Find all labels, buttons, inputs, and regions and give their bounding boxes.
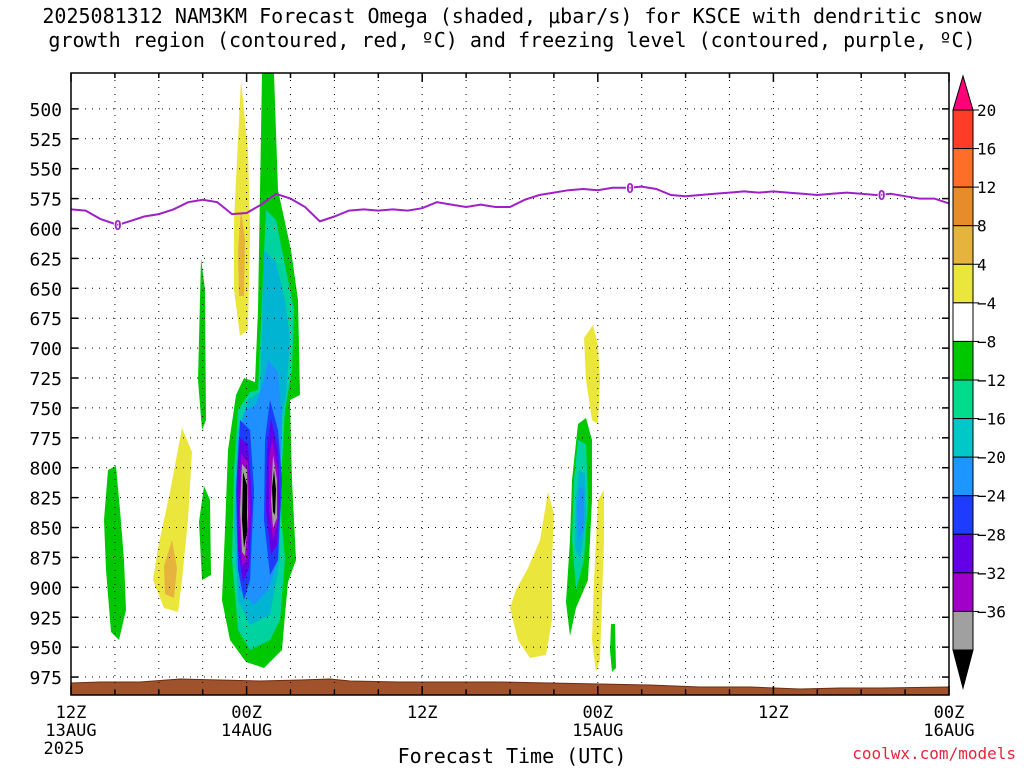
colorbar-label-8: −16: [977, 410, 1006, 429]
colorbar-box-9: [952, 456, 974, 497]
colorbar-label-13: −36: [977, 602, 1006, 621]
colorbar-box-2: [952, 186, 974, 227]
x-axis-title: Forecast Time (UTC): [397, 744, 627, 768]
freezing-label-bg-1: [625, 180, 634, 194]
colorbar-label-11: −28: [977, 525, 1006, 544]
y-tick-label-850: 850: [29, 519, 62, 540]
omega-region-black-19: [242, 472, 247, 548]
omega-region-orange-2: [164, 540, 177, 598]
colorbar-box-0: [952, 109, 974, 150]
y-tick-label-975: 975: [29, 668, 62, 689]
omega-region-yellow-1: [153, 428, 192, 612]
omega-region-green-3: [198, 258, 206, 430]
colorbar-box-8: [952, 418, 974, 458]
colorbar-box-10: [952, 495, 974, 535]
title-line1: 2025081312 NAM3KM Forecast Omega (shaded…: [42, 4, 982, 28]
x-tick-label-5-1: 00Z: [934, 703, 965, 723]
omega-region-green-4: [199, 486, 211, 580]
y-tick-label-575: 575: [29, 190, 62, 211]
colorbar-label-1: 16: [977, 140, 996, 159]
x-tick-label-0-1: 12Z: [56, 703, 87, 723]
y-tick-label-550: 550: [29, 160, 62, 181]
colorbar-box-5: [952, 302, 974, 342]
x-tick-label-3-1: 00Z: [582, 703, 613, 723]
x-tick-label-3-2: 15AUG: [572, 721, 623, 741]
colorbar-label-12: −32: [977, 564, 1006, 583]
plot-grid: [71, 73, 949, 695]
colorbar: 20 16 12 8 4 −4 −8 −12 −16 −20 −24 −28 −32 −36: [952, 74, 1006, 690]
omega-region-yellow-27: [592, 490, 604, 672]
colorbar-label-3: 8: [977, 217, 987, 236]
freezing-level-contour: 0 0 0: [71, 180, 949, 234]
colorbar-bottom-arrow: [952, 649, 974, 690]
colorbar-label-10: −24: [977, 487, 1006, 506]
y-tick-label-750: 750: [29, 399, 62, 420]
y-tick-label-675: 675: [29, 309, 62, 330]
omega-region-green-28: [610, 624, 616, 672]
x-tick-label-0-3: 2025: [44, 739, 85, 759]
colorbar-box-3: [952, 225, 974, 265]
y-tick-label-700: 700: [29, 339, 62, 360]
omega-region-yellow-5: [234, 80, 250, 336]
x-tick-label-4-1: 12Z: [758, 703, 789, 723]
credit-text[interactable]: coolwx.com/models: [852, 744, 1016, 763]
y-tick-label-775: 775: [29, 429, 62, 450]
colorbar-box-7: [952, 379, 974, 420]
y-tick-label-925: 925: [29, 608, 62, 629]
y-tick-label-950: 950: [29, 638, 62, 659]
colorbar-box-11: [952, 533, 974, 574]
colorbar-label-5: −4: [977, 294, 996, 313]
y-tick-label-500: 500: [29, 100, 62, 121]
colorbar-box-6: [952, 340, 974, 381]
y-tick-label-800: 800: [29, 459, 62, 480]
freezing-label-bg-0: [113, 217, 122, 231]
x-tick-label-5-2: 16AUG: [923, 721, 974, 741]
x-tick-label-1-1: 00Z: [231, 703, 262, 723]
y-tick-label-900: 900: [29, 578, 62, 599]
y-tick-label-600: 600: [29, 220, 62, 241]
freezing-label-2: 0: [878, 189, 886, 204]
omega-region-green-0: [104, 466, 126, 640]
colorbar-box-1: [952, 148, 974, 188]
y-tick-label-875: 875: [29, 548, 62, 569]
omega-region-orange-6: [238, 210, 245, 296]
colorbar-label-7: −12: [977, 371, 1006, 390]
colorbar-label-6: −8: [977, 332, 996, 351]
freezing-label-1: 0: [626, 182, 634, 197]
colorbar-box-13: [952, 610, 974, 651]
colorbar-box-4: [952, 263, 974, 304]
y-axis: 500 525 550 575 600 625 650 675 700 725 750 775 800 8…: [29, 100, 949, 689]
freezing-label-0: 0: [114, 219, 122, 234]
colorbar-label-0: 20: [977, 101, 996, 120]
colorbar-box-12: [952, 572, 974, 612]
omega-region-yellow-21: [584, 325, 600, 424]
y-tick-label-525: 525: [29, 130, 62, 151]
x-tick-label-1-2: 14AUG: [221, 721, 272, 741]
chart-title: 2025081312 NAM3KM Forecast Omega (shaded…: [0, 4, 1024, 52]
colorbar-label-4: 4: [977, 255, 987, 274]
omega-region-blue-26: [577, 486, 584, 540]
title-line2: growth region (contoured, red, ºC) and f…: [48, 28, 976, 52]
omega-region-yellow-22: [510, 492, 554, 658]
omega-region-black-20: [272, 470, 276, 515]
omega-shading: [104, 73, 616, 672]
colorbar-label-2: 12: [977, 178, 996, 197]
y-tick-label-725: 725: [29, 369, 62, 390]
y-tick-label-625: 625: [29, 249, 62, 270]
y-tick-label-650: 650: [29, 279, 62, 300]
x-tick-label-2-1: 12Z: [407, 703, 438, 723]
x-tick-label-0-2: 13AUG: [45, 721, 96, 741]
colorbar-label-9: −20: [977, 448, 1006, 467]
y-tick-label-825: 825: [29, 489, 62, 510]
freezing-label-bg-2: [877, 188, 886, 202]
colorbar-top-arrow: [952, 74, 974, 111]
freezing-level-line: [71, 185, 949, 226]
